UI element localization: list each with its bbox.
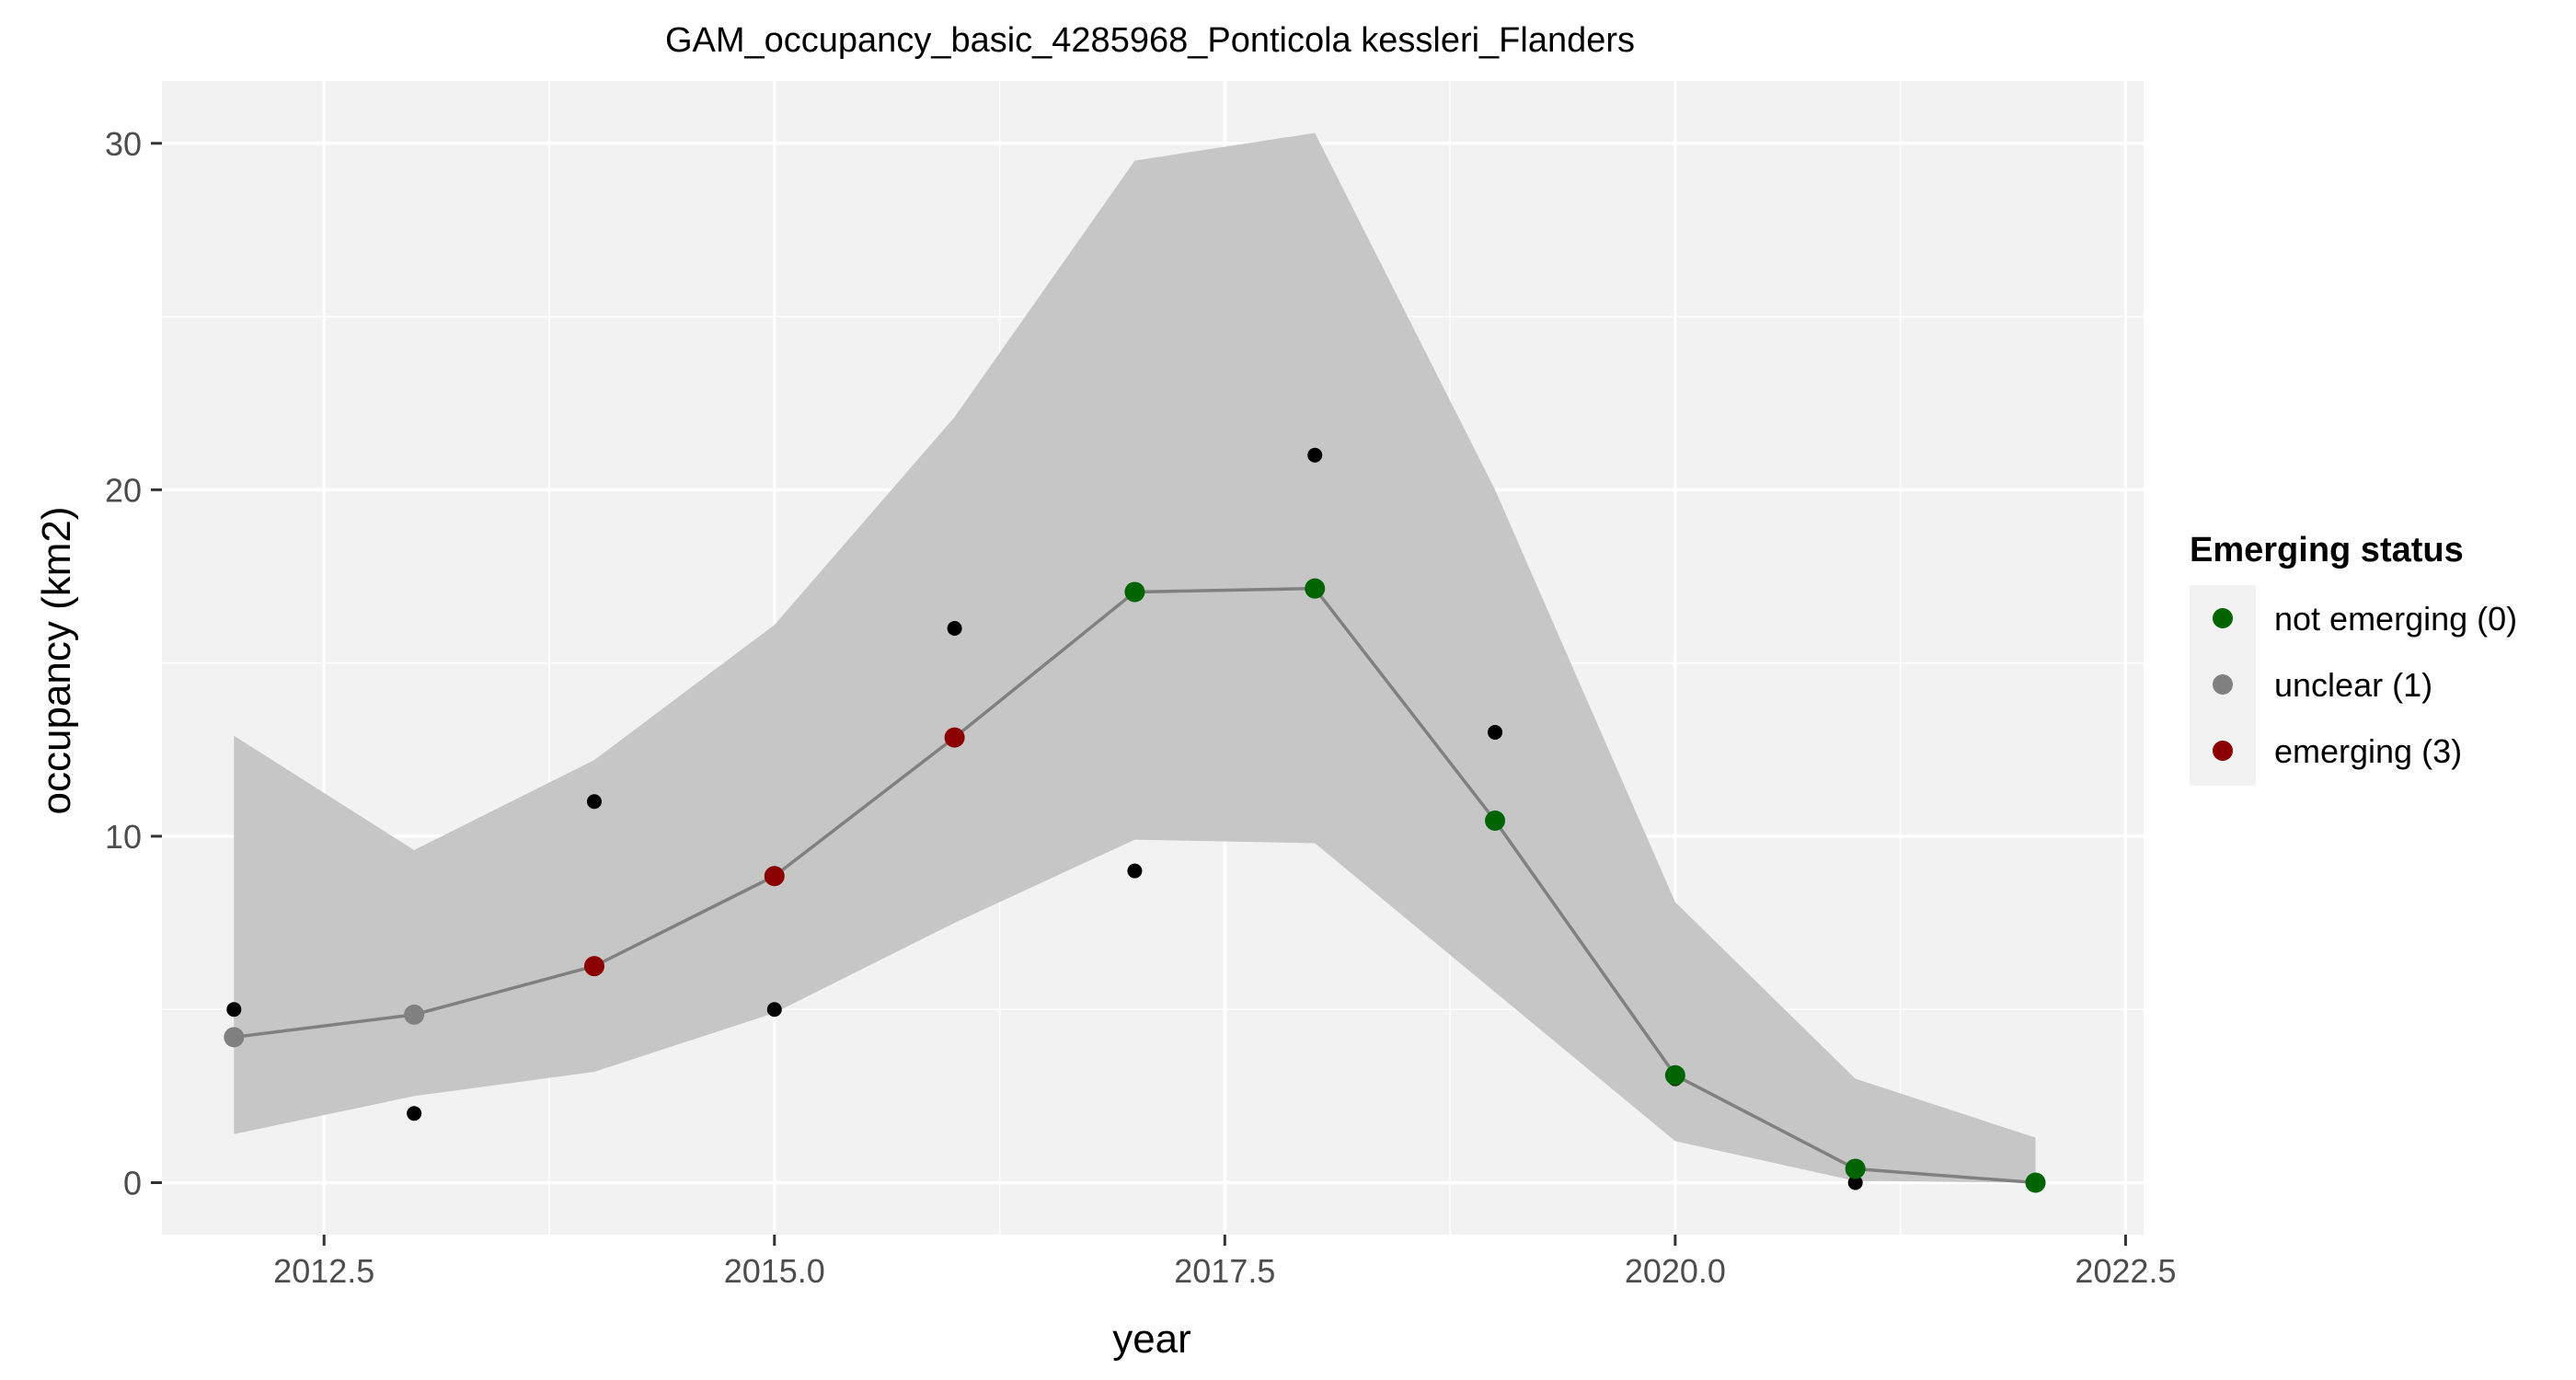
legend-title: Emerging status	[2190, 531, 2464, 569]
fitted-point	[764, 866, 785, 887]
legend-label: not emerging (0)	[2274, 600, 2517, 638]
observed-point	[947, 620, 962, 636]
x-tick-label: 2020.0	[1625, 1252, 1726, 1290]
y-tick-label: 0	[123, 1165, 142, 1202]
fitted-point	[583, 956, 604, 977]
legend-marker	[2213, 674, 2233, 695]
plot-panel	[162, 81, 2144, 1235]
x-tick-label: 2015.0	[724, 1252, 825, 1290]
observed-point	[1488, 724, 1503, 740]
fitted-point	[404, 1004, 425, 1025]
y-axis-title: occupancy (km2)	[34, 506, 79, 814]
legend-label: emerging (3)	[2274, 732, 2462, 770]
observed-point	[586, 794, 602, 810]
fitted-point	[1845, 1158, 1866, 1179]
fitted-point	[1305, 578, 1326, 599]
legend-marker	[2213, 741, 2233, 761]
chart-title: GAM_occupancy_basic_4285968_Ponticola ke…	[665, 21, 1635, 60]
x-tick-label: 2022.5	[2075, 1252, 2176, 1290]
y-tick-label: 10	[105, 818, 142, 856]
legend: Emerging status not emerging (0) unclear …	[2190, 531, 2517, 786]
fitted-point	[1664, 1064, 1685, 1086]
y-tick-label: 20	[105, 471, 142, 509]
x-axis: 2012.5 2015.0 2017.5 2020.0 2022.5	[273, 1235, 2176, 1290]
x-tick-label: 2017.5	[1174, 1252, 1275, 1290]
observed-point	[407, 1106, 422, 1121]
observed-point	[1847, 1175, 1863, 1190]
y-axis: 0 10 20 30	[105, 125, 162, 1202]
fitted-point	[944, 727, 965, 748]
x-tick-label: 2012.5	[273, 1252, 374, 1290]
observed-point	[226, 1002, 242, 1018]
x-axis-title: year	[1112, 1317, 1191, 1362]
fitted-point	[1124, 581, 1145, 603]
fitted-point	[2025, 1172, 2046, 1193]
observed-point	[766, 1002, 782, 1018]
fitted-point	[224, 1027, 245, 1048]
observed-point	[1127, 863, 1143, 879]
fitted-point	[1485, 810, 1506, 831]
y-tick-label: 30	[105, 125, 142, 163]
legend-label: unclear (1)	[2274, 666, 2432, 704]
legend-marker	[2213, 608, 2233, 628]
observed-point	[1307, 447, 1323, 463]
